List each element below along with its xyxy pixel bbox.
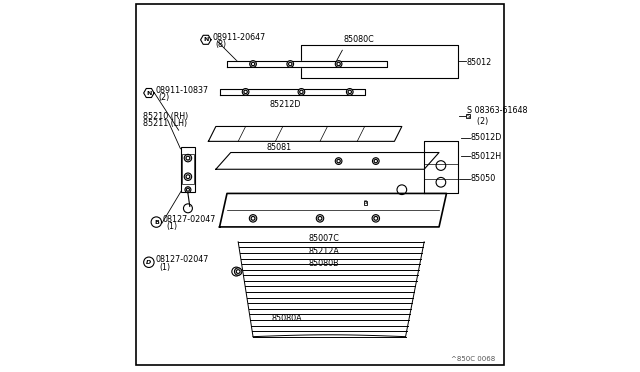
Text: (2): (2) [158, 93, 170, 102]
Text: 08911-10837: 08911-10837 [156, 86, 209, 94]
Polygon shape [220, 89, 365, 95]
FancyBboxPatch shape [182, 154, 193, 184]
Circle shape [186, 175, 190, 179]
Text: (1): (1) [159, 263, 170, 272]
Text: 85012D: 85012D [470, 133, 502, 142]
Circle shape [335, 158, 342, 164]
Circle shape [289, 62, 292, 65]
Circle shape [243, 89, 249, 95]
Text: 85007C: 85007C [309, 234, 340, 243]
Circle shape [298, 89, 305, 95]
Text: S: S [364, 200, 367, 205]
Circle shape [184, 173, 191, 180]
Circle shape [186, 188, 189, 191]
Text: D: D [147, 260, 152, 265]
Circle shape [374, 217, 378, 220]
Text: 85210 (RH): 85210 (RH) [143, 112, 189, 121]
Circle shape [251, 217, 255, 220]
FancyBboxPatch shape [364, 201, 367, 205]
Circle shape [337, 62, 340, 65]
Text: N: N [203, 37, 209, 42]
Circle shape [252, 62, 255, 65]
Text: B: B [154, 219, 159, 225]
Polygon shape [424, 141, 458, 193]
Text: S 08363-61648
    (2): S 08363-61648 (2) [365, 193, 425, 212]
FancyBboxPatch shape [180, 147, 195, 192]
Text: 85080B: 85080B [309, 259, 339, 268]
Text: 85080E: 85080E [312, 157, 342, 166]
Circle shape [372, 158, 379, 164]
Circle shape [250, 215, 257, 222]
Text: 85237: 85237 [340, 217, 366, 226]
Text: 08911-20647: 08911-20647 [212, 33, 266, 42]
Circle shape [250, 61, 257, 67]
Text: 85212D: 85212D [270, 100, 301, 109]
Text: (1): (1) [166, 222, 177, 231]
Text: 85012: 85012 [467, 58, 492, 67]
Circle shape [348, 90, 351, 93]
Circle shape [335, 61, 342, 67]
Polygon shape [301, 45, 458, 78]
Text: 85080A: 85080A [271, 314, 302, 323]
Circle shape [300, 90, 303, 93]
Circle shape [372, 215, 380, 222]
Text: (8): (8) [216, 40, 227, 49]
Text: ^850C 0068: ^850C 0068 [451, 356, 495, 362]
Text: 85081: 85081 [266, 143, 291, 152]
Circle shape [374, 160, 378, 163]
Circle shape [318, 217, 322, 220]
Polygon shape [220, 193, 447, 227]
Circle shape [184, 154, 191, 162]
Circle shape [236, 270, 240, 273]
Circle shape [234, 268, 242, 275]
Circle shape [186, 156, 190, 160]
Text: 85211 (LH): 85211 (LH) [143, 119, 188, 128]
Text: 85012H: 85012H [470, 152, 502, 161]
Circle shape [244, 90, 247, 93]
Polygon shape [216, 153, 439, 169]
FancyBboxPatch shape [466, 114, 470, 118]
Polygon shape [209, 126, 402, 141]
Text: S: S [467, 113, 470, 119]
Circle shape [337, 160, 340, 163]
Text: S 08363-61648
    (2): S 08363-61648 (2) [467, 106, 527, 126]
Circle shape [287, 61, 294, 67]
Text: 85050: 85050 [470, 174, 496, 183]
Circle shape [185, 187, 191, 193]
Text: 08127-02047: 08127-02047 [163, 215, 216, 224]
Text: 85212A: 85212A [309, 247, 340, 256]
Circle shape [346, 89, 353, 95]
Circle shape [316, 215, 324, 222]
Text: 08127-02047: 08127-02047 [156, 255, 209, 264]
Text: N: N [146, 90, 152, 96]
Text: 85080C: 85080C [344, 35, 374, 44]
Polygon shape [227, 61, 387, 67]
